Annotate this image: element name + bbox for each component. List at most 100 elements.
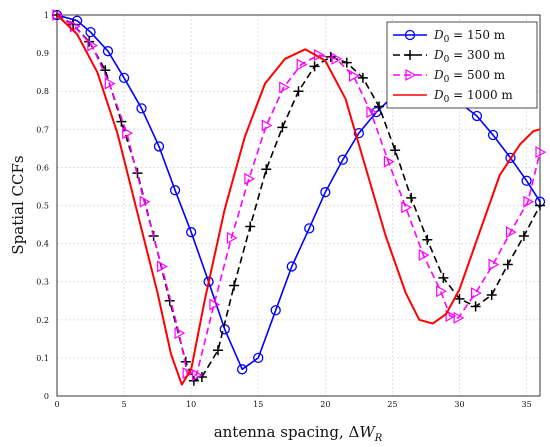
- x-tick-label: 15: [253, 400, 263, 409]
- data-point-circle: [153, 141, 165, 152]
- x-tick-label: 5: [122, 400, 127, 409]
- data-point-circle: [85, 26, 96, 38]
- data-point-triangle: [87, 39, 99, 52]
- data-point-plus: [406, 192, 417, 203]
- legend-item: D0 = 1000 m: [393, 88, 513, 105]
- legend-label: D0 = 1000 m: [433, 88, 513, 105]
- legend-item: D0 = 150 m: [393, 28, 506, 45]
- data-point-triangle: [366, 106, 378, 119]
- data-point-triangle: [348, 69, 360, 82]
- y-tick-label: 0.2: [36, 316, 49, 325]
- data-point-triangle: [453, 311, 465, 324]
- data-point-circle: [236, 364, 248, 375]
- y-tick-label: 0.7: [36, 125, 49, 134]
- data-point-triangle: [401, 201, 413, 214]
- legend-item: D0 = 500 m: [393, 68, 506, 85]
- data-point-circle: [471, 110, 483, 122]
- legend-label: D0 = 500 m: [433, 68, 506, 85]
- y-tick-label: 0: [44, 392, 49, 401]
- y-tick-label: 0.3: [36, 278, 49, 287]
- data-point-plus: [213, 345, 223, 356]
- data-point-triangle: [505, 226, 517, 239]
- y-tick-label: 0.4: [36, 240, 49, 249]
- data-point-circle: [320, 187, 331, 198]
- data-point-circle: [304, 223, 315, 234]
- data-point-circle: [169, 185, 181, 196]
- data-point-plus: [486, 290, 497, 301]
- data-point-circle: [102, 46, 114, 57]
- data-point-plus: [454, 293, 465, 304]
- data-point-plus: [293, 86, 304, 97]
- legend-label: D0 = 300 m: [433, 48, 506, 65]
- data-point-triangle: [535, 146, 547, 159]
- y-tick-label: 0.1: [36, 354, 49, 363]
- data-point-plus: [405, 50, 415, 60]
- data-point-plus: [470, 301, 481, 312]
- y-tick-label: 1: [44, 11, 49, 20]
- data-point-triangle: [436, 285, 447, 298]
- data-point-circle: [337, 154, 348, 165]
- series-layer: [51, 8, 547, 386]
- data-point-triangle: [139, 195, 151, 208]
- data-point-circle: [487, 129, 499, 141]
- data-point-triangle: [471, 287, 482, 300]
- y-tick-label: 0.6: [36, 163, 49, 172]
- x-tick-label: 30: [454, 400, 464, 409]
- data-point-circle: [118, 72, 130, 84]
- data-point-triangle: [52, 8, 64, 22]
- data-point-circle: [286, 261, 297, 272]
- data-point-circle: [505, 152, 516, 164]
- data-point-plus: [502, 259, 513, 270]
- legend-item: D0 = 300 m: [393, 48, 506, 65]
- x-tick-label: 25: [387, 400, 397, 409]
- legend-label: D0 = 150 m: [433, 28, 506, 45]
- data-point-plus: [245, 221, 256, 232]
- data-point-triangle: [244, 172, 256, 185]
- series-3: [52, 8, 547, 382]
- data-point-plus: [374, 101, 384, 112]
- series-4: [56, 14, 541, 386]
- x-tick-label: 0: [54, 400, 59, 409]
- x-axis-label: antenna spacing, ΔWR: [214, 423, 383, 444]
- data-point-plus: [518, 230, 529, 241]
- data-point-plus: [229, 280, 240, 291]
- legend: D0 = 150 m D0 = 300 m D0 = 500 m D0 = 1000 …: [386, 21, 538, 109]
- data-point-triangle: [488, 258, 500, 271]
- data-point-circle: [270, 305, 281, 316]
- data-point-plus: [357, 72, 368, 83]
- data-point-plus: [309, 61, 320, 72]
- data-point-triangle: [104, 77, 116, 90]
- data-point-plus: [341, 57, 352, 68]
- data-point-triangle: [157, 260, 168, 273]
- data-point-circle: [253, 352, 264, 364]
- data-point-triangle: [331, 52, 343, 65]
- data-point-plus: [535, 200, 545, 211]
- x-tick-label: 20: [320, 400, 330, 409]
- data-point-triangle: [209, 298, 221, 311]
- data-point-triangle: [122, 127, 134, 140]
- data-point-plus: [277, 122, 288, 133]
- data-point-plus: [438, 272, 449, 283]
- data-point-triangle: [191, 369, 203, 382]
- y-tick-label: 0.8: [36, 87, 49, 96]
- legend-box: [386, 21, 538, 109]
- tick-labels: 0 5 10 15 20 25 30 35 0 0.1 0.2 0.3 0.4 0.5 0.6 0.7 0.8 0…: [36, 11, 531, 409]
- data-point-plus: [422, 234, 433, 245]
- data-point-triangle: [174, 327, 186, 340]
- data-point-triangle: [405, 68, 417, 82]
- data-point-triangle: [296, 58, 308, 71]
- data-point-plus: [390, 145, 401, 156]
- data-point-circle: [521, 175, 532, 186]
- data-point-triangle: [261, 119, 273, 132]
- series-line: [56, 14, 541, 376]
- data-point-triangle: [279, 81, 290, 94]
- data-point-triangle: [226, 231, 238, 244]
- data-point-circle: [186, 227, 197, 238]
- data-point-plus: [261, 164, 272, 175]
- data-point-circle: [404, 29, 416, 41]
- x-tick-label: 10: [186, 400, 196, 409]
- data-point-triangle: [523, 195, 535, 208]
- data-point-triangle: [418, 249, 430, 262]
- data-point-triangle: [383, 155, 395, 168]
